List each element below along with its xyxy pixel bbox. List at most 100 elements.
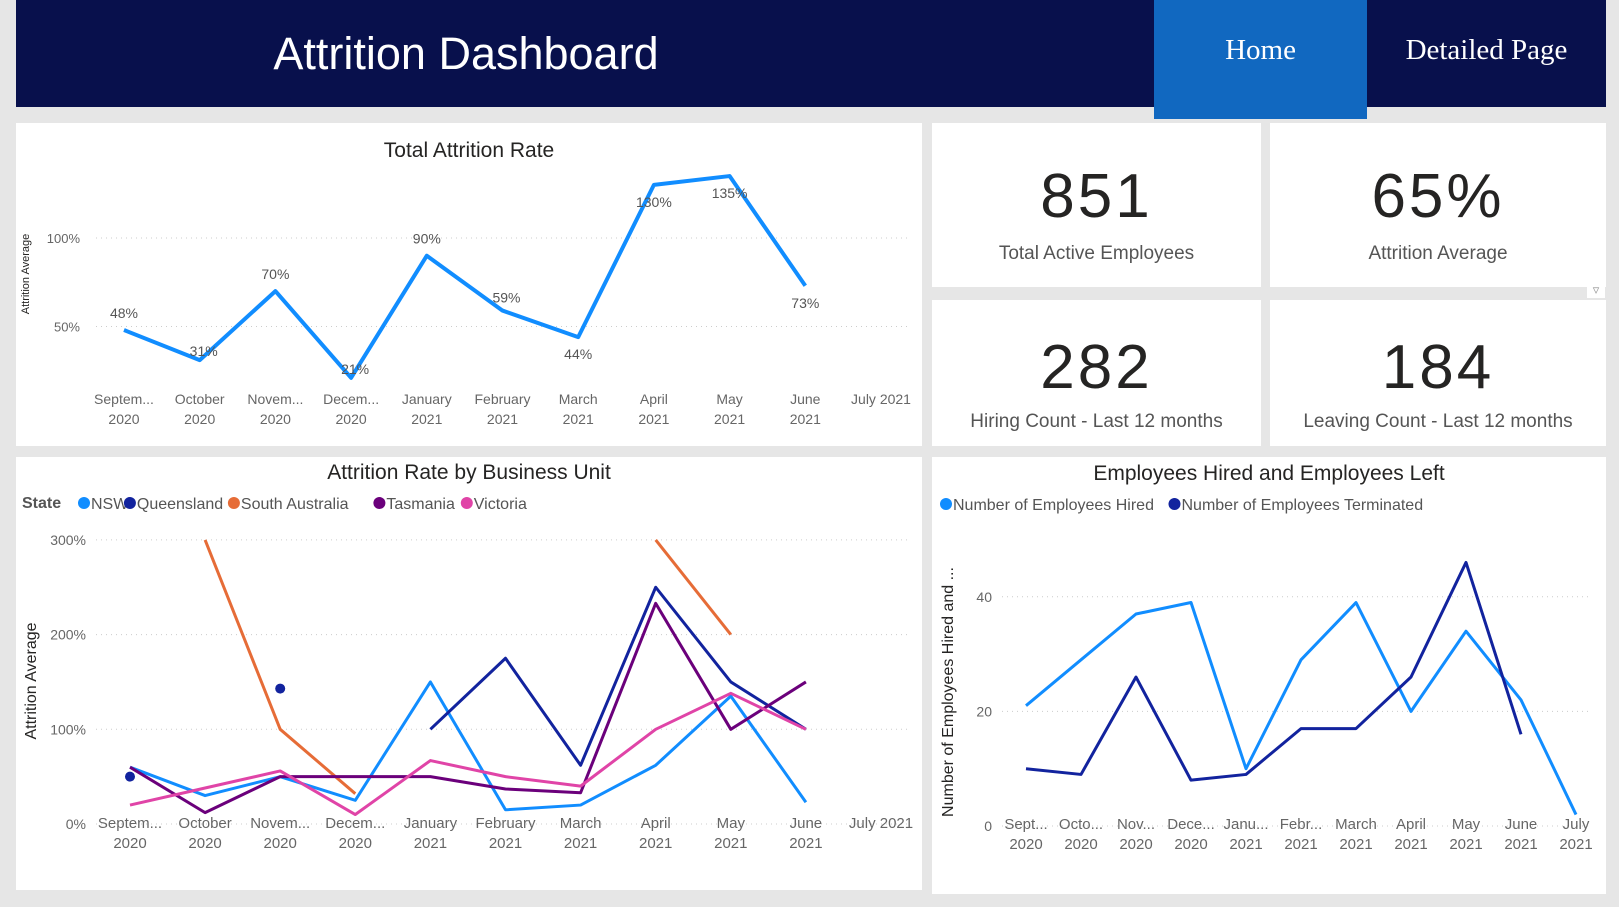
legend-item: Number of Employees Terminated [1182,497,1424,514]
legend-item: South Australia [241,496,349,513]
x-tick-label: May [717,815,746,832]
series-point [125,771,135,782]
legend-marker [78,497,90,509]
x-tick-label: 2021 [714,411,745,427]
legend-item: Queensland [137,496,223,513]
x-tick-label: March [560,815,602,832]
kpi-value: 851 [1040,162,1153,231]
series-line-south-australia [654,538,732,636]
x-tick-label: 2020 [260,411,291,427]
kpi-card-active-employees[interactable]: 851 Total Active Employees [932,123,1261,287]
kpi-label: Attrition Average [1368,243,1508,264]
x-tick-label: January [402,391,452,407]
y-axis-title: Number of Employees Hired and ... [940,567,957,817]
nav-home-button[interactable]: Home [1154,0,1367,119]
x-tick-label: Septem... [98,815,162,832]
data-label: 130% [636,194,672,210]
x-tick-label: 2021 [1339,836,1372,853]
y-tick-label: 0% [66,816,86,832]
series-line-queensland [429,585,807,767]
data-label: 90% [413,231,441,247]
legend-item: NSW [91,496,129,513]
x-tick-label: 2021 [1284,836,1317,853]
series-line-number-of-employees-hired [1025,601,1578,816]
x-tick-label: 2021 [638,411,669,427]
x-tick-label: Septem... [94,391,154,407]
x-tick-label: 2020 [339,835,372,852]
legend-item: Number of Employees Hired [953,497,1154,514]
x-tick-label: March [559,391,598,407]
x-tick-label: 2021 [639,835,672,852]
x-tick-label: Dece... [1167,816,1215,833]
hired-left-chart[interactable]: Employees Hired and Employees Left 0 20 40 N… [932,457,1606,894]
kpi-card-leaving-count[interactable]: 184 Leaving Count - Last 12 months [1270,300,1606,446]
x-tick-label: March [1335,816,1377,833]
y-tick-label: 40 [976,589,992,605]
x-tick-label: 2021 [563,411,594,427]
x-tick-label: 2020 [1064,836,1097,853]
x-tick-label: 2020 [336,411,367,427]
kpi-card-hiring-count[interactable]: 282 Hiring Count - Last 12 months [932,300,1261,446]
y-tick-label: 20 [976,703,992,719]
x-tick-label: 2020 [108,411,139,427]
x-tick-label: Febr... [1280,816,1323,833]
x-tick-label: 2021 [489,835,522,852]
nav-detailed-page-button[interactable]: Detailed Page [1405,34,1568,66]
x-tick-label: 2021 [1449,836,1482,853]
x-tick-label: 2021 [1394,836,1427,853]
x-tick-label: Nov... [1117,816,1155,833]
series-point [275,683,286,694]
x-tick-label: June [790,815,823,832]
legend-marker [123,497,136,509]
funnel-icon[interactable]: ▿ [1587,282,1605,298]
series-line-tasmania [129,601,807,815]
y-tick-label: 0 [984,818,992,834]
data-label: 31% [190,343,218,359]
y-tick-label: 300% [50,532,86,548]
x-tick-label: February [474,391,530,407]
x-tick-label: October [178,815,231,832]
total-attrition-chart[interactable]: Total Attrition Rate 50% 100% Attrition Ave… [16,123,922,446]
y-tick-label: 50% [54,320,80,335]
x-tick-label: 2021 [789,835,822,852]
y-axis-title: Attrition Average [20,234,32,315]
data-label: 21% [341,361,369,377]
legend-marker [940,498,952,510]
x-tick-label: Decem... [323,391,379,407]
x-tick-label: 2021 [411,411,442,427]
x-tick-label: 2020 [188,835,221,852]
kpi-label: Hiring Count - Last 12 months [970,411,1223,432]
series-line-south-australia [203,539,357,795]
x-tick-label: 2020 [264,835,297,852]
x-tick-label: 2020 [1174,836,1207,853]
kpi-card-attrition-average[interactable]: 65% Attrition Average [1270,123,1606,287]
x-tick-label: Novem... [247,391,303,407]
chart-title: Attrition Rate by Business Unit [327,461,611,484]
y-tick-label: 100% [47,231,81,246]
x-tick-label: May [1452,816,1481,833]
legend-marker [373,497,386,509]
x-tick-label: 2020 [1009,836,1042,853]
legend-item: Victoria [474,496,527,513]
x-tick-label: 2021 [414,835,447,852]
kpi-value: 65% [1371,162,1505,231]
legend-title: State [22,495,61,512]
data-label: 70% [261,266,289,282]
business-unit-chart[interactable]: Attrition Rate by Business Unit 0% 100% 200… [16,457,922,890]
x-tick-label: 2020 [184,411,215,427]
x-tick-label: July 2021 [849,815,913,832]
x-tick-label: June [1505,816,1538,833]
hired-left-svg: Employees Hired and Employees Left 0 20 40 N… [940,462,1593,853]
x-tick-label: April [641,815,671,832]
series-line-attrition [123,174,807,380]
x-tick-label: April [1396,816,1426,833]
data-label: 135% [712,185,748,201]
y-tick-label: 200% [50,627,86,643]
x-tick-label: February [475,815,536,832]
data-label: 59% [492,290,520,306]
kpi-label: Leaving Count - Last 12 months [1303,411,1573,432]
kpi-value: 282 [1040,333,1153,402]
business-unit-svg: Attrition Rate by Business Unit 0% 100% 200… [22,461,913,852]
chart-title: Total Attrition Rate [384,139,554,162]
series-line-nsw [129,680,808,812]
